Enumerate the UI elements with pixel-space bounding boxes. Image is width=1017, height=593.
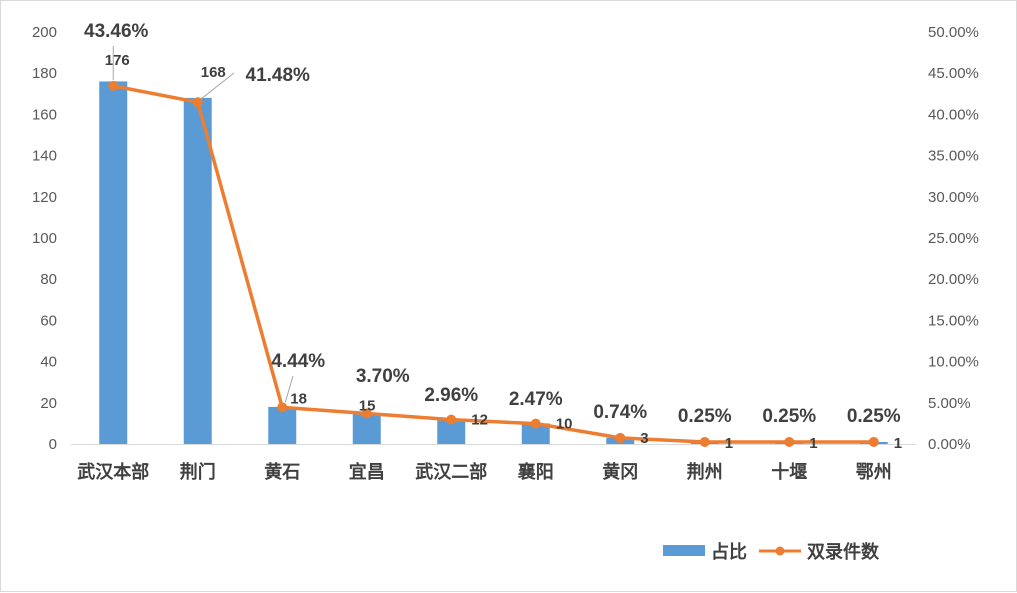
left-tick-label: 120 bbox=[32, 189, 57, 206]
line-point bbox=[361, 408, 372, 419]
category-label: 武汉二部 bbox=[415, 461, 487, 483]
line-path bbox=[112, 84, 874, 444]
line-series bbox=[108, 80, 879, 447]
line-point bbox=[108, 80, 119, 91]
right-tick-label: 10.00% bbox=[928, 354, 979, 371]
line-point bbox=[277, 402, 288, 413]
left-tick-label: 200 bbox=[32, 24, 57, 41]
bar-labels: 176 168 18 15 12 10 3 1 1 1 bbox=[105, 52, 902, 452]
line-point bbox=[446, 414, 457, 425]
bar bbox=[521, 423, 550, 444]
bar-value-label: 15 bbox=[359, 398, 376, 415]
bar-series bbox=[99, 81, 888, 445]
line-value-label: 0.25% bbox=[762, 406, 816, 427]
right-tick-label: 25.00% bbox=[928, 230, 979, 247]
category-label: 武汉本部 bbox=[77, 461, 149, 483]
line-value-label: 0.74% bbox=[593, 402, 647, 423]
bar-value-label: 168 bbox=[201, 64, 226, 81]
line-value-label: 2.47% bbox=[509, 389, 563, 410]
line-point bbox=[615, 432, 626, 443]
left-tick-label: 180 bbox=[32, 65, 57, 82]
right-tick-label: 45.00% bbox=[928, 65, 979, 82]
category-label: 荆门 bbox=[180, 461, 216, 483]
bar-value-label: 18 bbox=[290, 390, 307, 407]
line-value-label: 2.96% bbox=[424, 385, 478, 406]
left-tick-label: 160 bbox=[32, 106, 57, 123]
legend-bar-label: 占比 bbox=[711, 541, 747, 563]
line-value-label: 0.25% bbox=[678, 406, 732, 427]
line-point bbox=[699, 436, 710, 447]
line-point bbox=[868, 436, 879, 447]
left-tick-label: 0 bbox=[49, 436, 57, 453]
line-value-label: 0.25% bbox=[847, 406, 901, 427]
category-label: 宜昌 bbox=[349, 461, 385, 483]
leader-line bbox=[200, 72, 235, 100]
leader-line bbox=[284, 375, 294, 403]
category-label: 十堰 bbox=[771, 461, 807, 483]
line-point bbox=[784, 436, 795, 447]
line-point bbox=[192, 97, 203, 108]
right-tick-label: 0.00% bbox=[928, 436, 971, 453]
bar-value-label: 10 bbox=[556, 416, 573, 433]
left-tick-label: 140 bbox=[32, 148, 57, 165]
line-value-label: 43.46% bbox=[84, 21, 149, 42]
category-label: 襄阳 bbox=[517, 461, 554, 483]
category-label: 荆州 bbox=[687, 461, 723, 483]
legend-bar-swatch bbox=[663, 545, 705, 556]
legend-line-label: 双录件数 bbox=[807, 541, 880, 563]
right-tick-label: 50.00% bbox=[928, 24, 979, 41]
left-tick-label: 60 bbox=[40, 312, 57, 329]
right-tick-label: 15.00% bbox=[928, 312, 979, 329]
bar-value-label: 1 bbox=[894, 435, 902, 452]
right-tick-label: 30.00% bbox=[928, 189, 979, 206]
right-tick-label: 5.00% bbox=[928, 395, 971, 412]
leader-lines bbox=[112, 46, 294, 403]
left-tick-label: 80 bbox=[40, 271, 57, 288]
bar-value-label: 176 bbox=[105, 52, 130, 69]
category-labels: 武汉本部 荆门 黄石 宜昌 武汉二部 襄阳 黄冈 荆州 十堰 鄂州 bbox=[77, 461, 892, 483]
bar-value-label: 3 bbox=[640, 430, 648, 447]
left-tick-label: 20 bbox=[40, 395, 57, 412]
category-label: 黄石 bbox=[264, 461, 300, 483]
left-tick-label: 40 bbox=[40, 354, 57, 371]
left-tick-label: 100 bbox=[32, 230, 57, 247]
left-axis-ticks: 0 20 40 60 80 100 120 140 160 180 200 bbox=[32, 24, 57, 453]
bar-value-label: 1 bbox=[725, 435, 733, 452]
bar bbox=[183, 97, 212, 445]
bar-value-label: 1 bbox=[809, 435, 817, 452]
right-axis-ticks: 0.00% 5.00% 10.00% 15.00% 20.00% 25.00% 30.00%… bbox=[928, 24, 979, 453]
category-label: 鄂州 bbox=[856, 462, 892, 483]
bar-value-label: 12 bbox=[471, 412, 488, 429]
legend-line-marker bbox=[775, 546, 785, 556]
bar bbox=[268, 406, 297, 444]
line-point bbox=[530, 418, 541, 429]
right-tick-label: 20.00% bbox=[928, 271, 979, 288]
right-tick-label: 40.00% bbox=[928, 106, 979, 123]
line-value-label: 41.48% bbox=[246, 65, 311, 86]
legend: 占比 双录件数 bbox=[663, 541, 880, 563]
category-label: 黄冈 bbox=[602, 461, 638, 483]
line-labels: 43.46% 41.48% 4.44% 3.70% 2.96% 2.47% 0.74% 0.2… bbox=[84, 21, 901, 427]
line-value-label: 4.44% bbox=[271, 351, 325, 372]
right-tick-label: 35.00% bbox=[928, 148, 979, 165]
bar bbox=[99, 81, 128, 444]
line-value-label: 3.70% bbox=[356, 366, 410, 387]
